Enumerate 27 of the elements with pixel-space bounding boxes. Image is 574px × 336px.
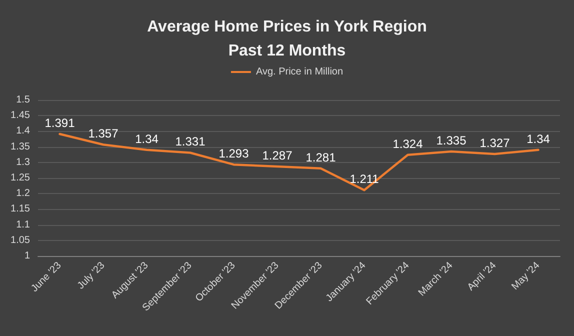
data-label: 1.357 [88, 126, 119, 141]
chart-title: Average Home Prices in York Region Past 12 Months [147, 18, 427, 60]
x-tick-label: May '24 [510, 260, 542, 292]
data-label: 1.324 [392, 136, 424, 151]
y-tick-label: 1.25 [10, 172, 30, 184]
data-label: 1.391 [44, 116, 76, 130]
y-tick-label: 1.2 [16, 188, 30, 200]
data-label: 1.287 [262, 148, 293, 162]
y-tick-label: 1.45 [10, 110, 30, 122]
y-tick-label: 1.4 [16, 126, 30, 137]
data-label: 1.335 [436, 133, 467, 148]
legend-label: Avg. Price in Million [256, 66, 344, 78]
data-label: 1.34 [526, 132, 550, 146]
y-tick-label: 1.05 [10, 234, 30, 246]
data-label: 1.211 [350, 172, 380, 186]
y-tick-label: 1.1 [16, 219, 30, 230]
data-label: 1.34 [135, 132, 159, 146]
y-tick-label: 1.3 [16, 156, 30, 168]
y-tick-label: 1.15 [10, 204, 30, 215]
data-label: 1.331 [175, 134, 206, 149]
data-label: 1.327 [480, 136, 510, 150]
y-tick-label: 1 [24, 250, 30, 262]
data-label: 1.281 [306, 150, 336, 164]
y-tick-label: 1.35 [10, 141, 30, 152]
x-tick-label: July '23 [76, 260, 108, 292]
y-tick-label: 1.5 [16, 94, 30, 106]
data-label: 1.293 [218, 146, 250, 161]
